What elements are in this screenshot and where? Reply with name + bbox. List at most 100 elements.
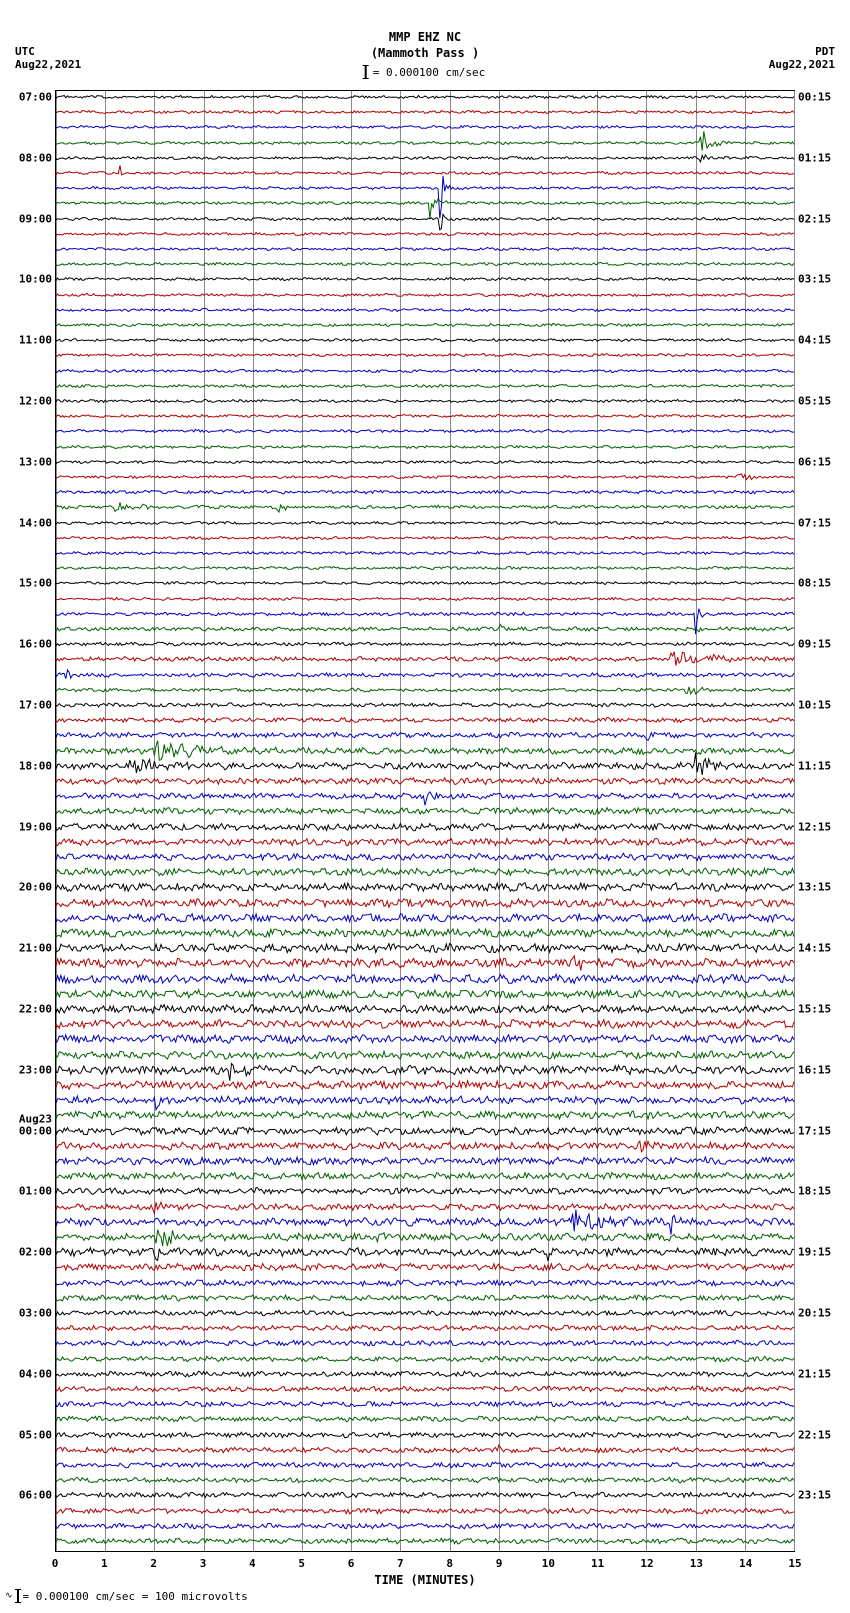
station-location: (Mammoth Pass ) (0, 46, 850, 62)
seismic-trace (56, 310, 794, 311)
hour-label-right: 02:15 (798, 212, 831, 225)
seismic-trace (56, 386, 794, 387)
seismic-trace (56, 492, 794, 493)
seismic-trace (56, 659, 794, 660)
hour-label-left: 12:00 (19, 395, 52, 408)
scale-text: = 0.000100 cm/sec (373, 66, 486, 79)
tz-right-label: PDT (769, 45, 835, 58)
seismic-trace (56, 796, 794, 797)
seismic-trace (56, 158, 794, 159)
seismic-trace (56, 416, 794, 417)
x-tick: 5 (298, 1557, 305, 1570)
hour-label-left: 09:00 (19, 212, 52, 225)
seismic-trace (56, 766, 794, 767)
seismic-trace (56, 1480, 794, 1481)
seismic-trace (56, 842, 794, 843)
hour-label-right: 13:15 (798, 881, 831, 894)
seismic-trace (56, 994, 794, 995)
seismic-trace (56, 720, 794, 721)
hour-label-right: 00:15 (798, 91, 831, 104)
hour-label-left: 11:00 (19, 334, 52, 347)
seismic-trace (56, 355, 794, 356)
seismic-trace (56, 887, 794, 888)
seismic-trace (56, 781, 794, 782)
seismic-trace (56, 295, 794, 296)
hour-label-left: 21:00 (19, 942, 52, 955)
seismic-trace (56, 462, 794, 463)
seismic-trace (56, 948, 794, 949)
hour-label-right: 18:15 (798, 1185, 831, 1198)
seismic-trace (56, 1541, 794, 1542)
hour-label-left: 06:00 (19, 1489, 52, 1502)
seismic-trace (56, 477, 794, 478)
station-code: MMP EHZ NC (0, 30, 850, 46)
footer-scale: ∿ = 0.000100 cm/sec = 100 microvolts (5, 1589, 248, 1603)
hour-label-left: 22:00 (19, 1003, 52, 1016)
seismic-trace (56, 249, 794, 250)
seismogram-plot: 07:0008:0009:0010:0011:0012:0013:0014:00… (55, 90, 795, 1552)
seismic-trace (56, 1435, 794, 1436)
chart-header: MMP EHZ NC (Mammoth Pass ) (0, 0, 850, 61)
seismic-trace (56, 614, 794, 615)
hour-label-right: 08:15 (798, 577, 831, 590)
scale-bar-icon (17, 1589, 19, 1603)
seismic-trace (56, 234, 794, 235)
seismic-trace (56, 1526, 794, 1527)
x-axis-label: TIME (MINUTES) (374, 1573, 475, 1587)
hour-label-left: 17:00 (19, 699, 52, 712)
hour-label-left: 20:00 (19, 881, 52, 894)
gridline (794, 91, 795, 1551)
seismic-trace (56, 599, 794, 600)
scale-indicator: = 0.000100 cm/sec (365, 65, 486, 79)
hour-label-left: 03:00 (19, 1307, 52, 1320)
seismic-trace (56, 1495, 794, 1496)
hour-label-right: 09:15 (798, 638, 831, 651)
seismic-trace (56, 827, 794, 828)
hour-label-right: 11:15 (798, 759, 831, 772)
seismic-trace (56, 112, 794, 113)
seismic-trace (56, 279, 794, 280)
hour-label-left: 02:00 (19, 1246, 52, 1259)
tz-left-label: UTC (15, 45, 81, 58)
x-tick: 12 (640, 1557, 653, 1570)
scale-bar-icon (365, 65, 367, 79)
seismic-trace (56, 1389, 794, 1390)
hour-label-right: 04:15 (798, 334, 831, 347)
hour-label-left: 14:00 (19, 516, 52, 529)
seismic-trace (56, 1343, 794, 1344)
x-tick: 15 (788, 1557, 801, 1570)
x-tick: 2 (150, 1557, 157, 1570)
seismic-trace (56, 1222, 794, 1223)
seismic-trace (56, 1009, 794, 1010)
seismic-trace (56, 1313, 794, 1314)
seismic-trace (56, 431, 794, 432)
seismic-trace (56, 1039, 794, 1040)
x-tick: 8 (446, 1557, 453, 1570)
seismic-trace (56, 1146, 794, 1147)
seismic-trace (56, 629, 794, 630)
hour-label-right: 06:15 (798, 455, 831, 468)
hour-label-left: 05:00 (19, 1428, 52, 1441)
seismic-trace (56, 857, 794, 858)
seismic-trace (56, 568, 794, 569)
hour-label-right: 15:15 (798, 1003, 831, 1016)
seismic-trace (56, 690, 794, 691)
seismic-trace (56, 979, 794, 980)
x-tick: 0 (52, 1557, 59, 1570)
seismic-trace (56, 325, 794, 326)
seismic-trace (56, 538, 794, 539)
hour-label-right: 20:15 (798, 1307, 831, 1320)
seismic-trace (56, 371, 794, 372)
seismic-trace (56, 811, 794, 812)
hour-label-right: 16:15 (798, 1063, 831, 1076)
tz-left-date: Aug22,2021 (15, 58, 81, 71)
hour-label-right: 01:15 (798, 151, 831, 164)
seismic-trace (56, 188, 794, 189)
x-tick: 13 (690, 1557, 703, 1570)
seismic-trace (56, 1252, 794, 1253)
seismic-trace (56, 1419, 794, 1420)
hour-label-right: 12:15 (798, 820, 831, 833)
seismic-trace (56, 1207, 794, 1208)
hour-label-right: 23:15 (798, 1489, 831, 1502)
seismic-trace (56, 1450, 794, 1451)
